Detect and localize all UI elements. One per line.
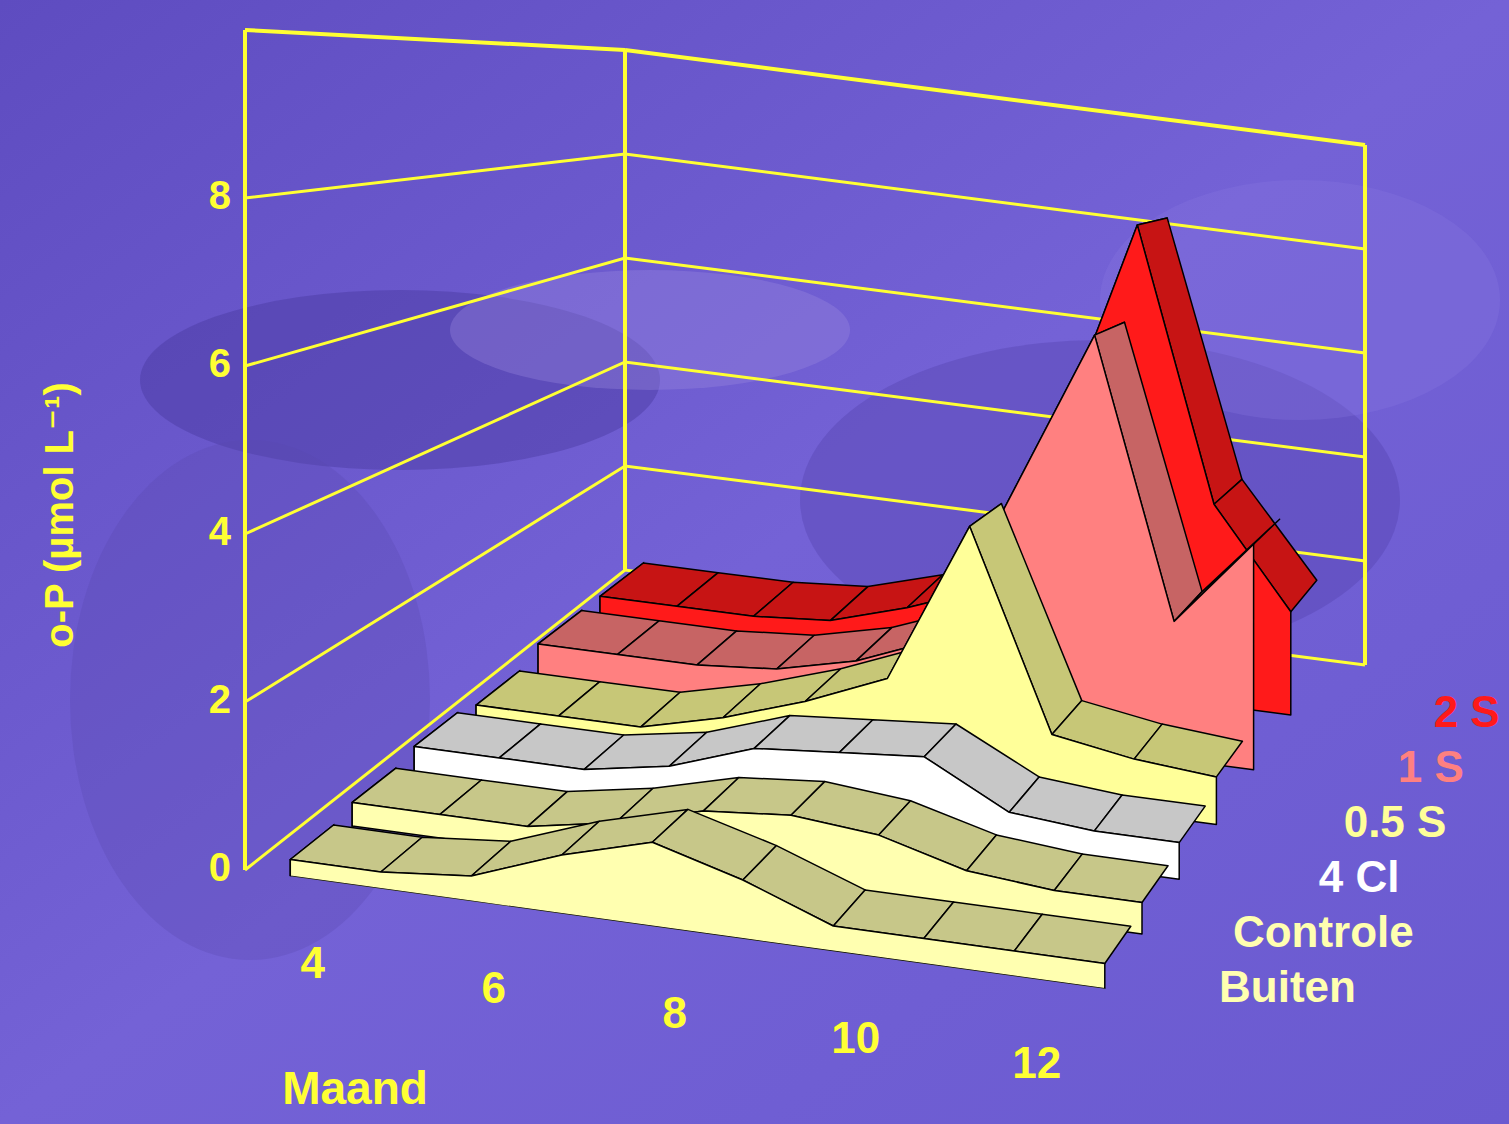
y-tick-label: 4 [209,509,232,553]
axis-frame [625,50,1365,145]
axis-frame [1363,145,1367,665]
x-tick-label: 4 [301,938,326,987]
x-tick-label: 12 [1012,1038,1061,1087]
grid-line [245,154,1365,249]
y-tick-label: 8 [209,173,231,217]
walls [245,30,1365,870]
legend-label: 1 S [1398,742,1464,791]
legend-label: 2 S [1434,687,1500,736]
axis-frame [245,30,625,50]
chart: 0 2 4 6 8 4 6 8 10 12 Maand o-P (µmol L⁻¹) Buiten Con… [0,0,1509,1124]
axis-frame [243,30,247,870]
legend-label: 0.5 S [1344,797,1447,846]
y-tick-label: 6 [209,341,231,385]
x-tick-label: 10 [831,1013,880,1062]
legend-label: 4 Cl [1319,852,1400,901]
axis-frame [623,50,627,570]
y-tick-label: 0 [209,845,231,889]
plot-data [290,218,1317,989]
background-blob [450,270,850,390]
background [0,0,1509,1124]
ribbon-front [290,842,1105,989]
ribbon [290,809,1131,988]
legend-label: Controle [1233,907,1414,956]
legend-label: Buiten [1219,962,1356,1011]
y-axis-title: o-P (µmol L⁻¹) [37,382,81,648]
x-tick-label: 8 [663,988,687,1037]
y-tick-label: 2 [209,677,231,721]
x-axis-title: Maand [282,1062,428,1114]
x-tick-label: 6 [482,963,506,1012]
